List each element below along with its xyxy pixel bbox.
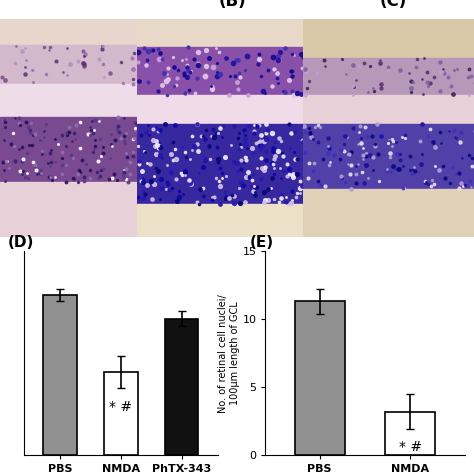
Text: (D): (D) bbox=[8, 235, 35, 250]
Bar bbox=[137, 95, 327, 124]
Bar bbox=[0, 45, 164, 84]
Bar bbox=[303, 19, 474, 58]
Bar bbox=[137, 204, 327, 237]
Bar bbox=[44, 295, 77, 455]
Bar bbox=[385, 411, 435, 455]
Bar bbox=[137, 124, 327, 204]
Bar bbox=[0, 84, 164, 117]
Bar bbox=[137, 47, 327, 95]
Bar bbox=[303, 124, 474, 189]
Bar bbox=[303, 58, 474, 95]
Y-axis label: No. of retinal cell nuclei/
100μm length of GCL: No. of retinal cell nuclei/ 100μm length… bbox=[218, 294, 240, 412]
Text: * #: * # bbox=[399, 440, 422, 454]
Text: (B): (B) bbox=[219, 0, 246, 10]
Bar bbox=[295, 301, 345, 455]
Bar bbox=[137, 19, 327, 47]
Bar bbox=[303, 95, 474, 124]
Bar bbox=[165, 319, 198, 455]
Text: * #: * # bbox=[109, 400, 132, 414]
Bar bbox=[0, 117, 164, 182]
Bar bbox=[0, 19, 164, 45]
Bar bbox=[0, 182, 164, 237]
Text: (C): (C) bbox=[380, 0, 407, 10]
Text: (E): (E) bbox=[249, 235, 273, 250]
Bar bbox=[303, 189, 474, 237]
Bar bbox=[104, 372, 137, 455]
